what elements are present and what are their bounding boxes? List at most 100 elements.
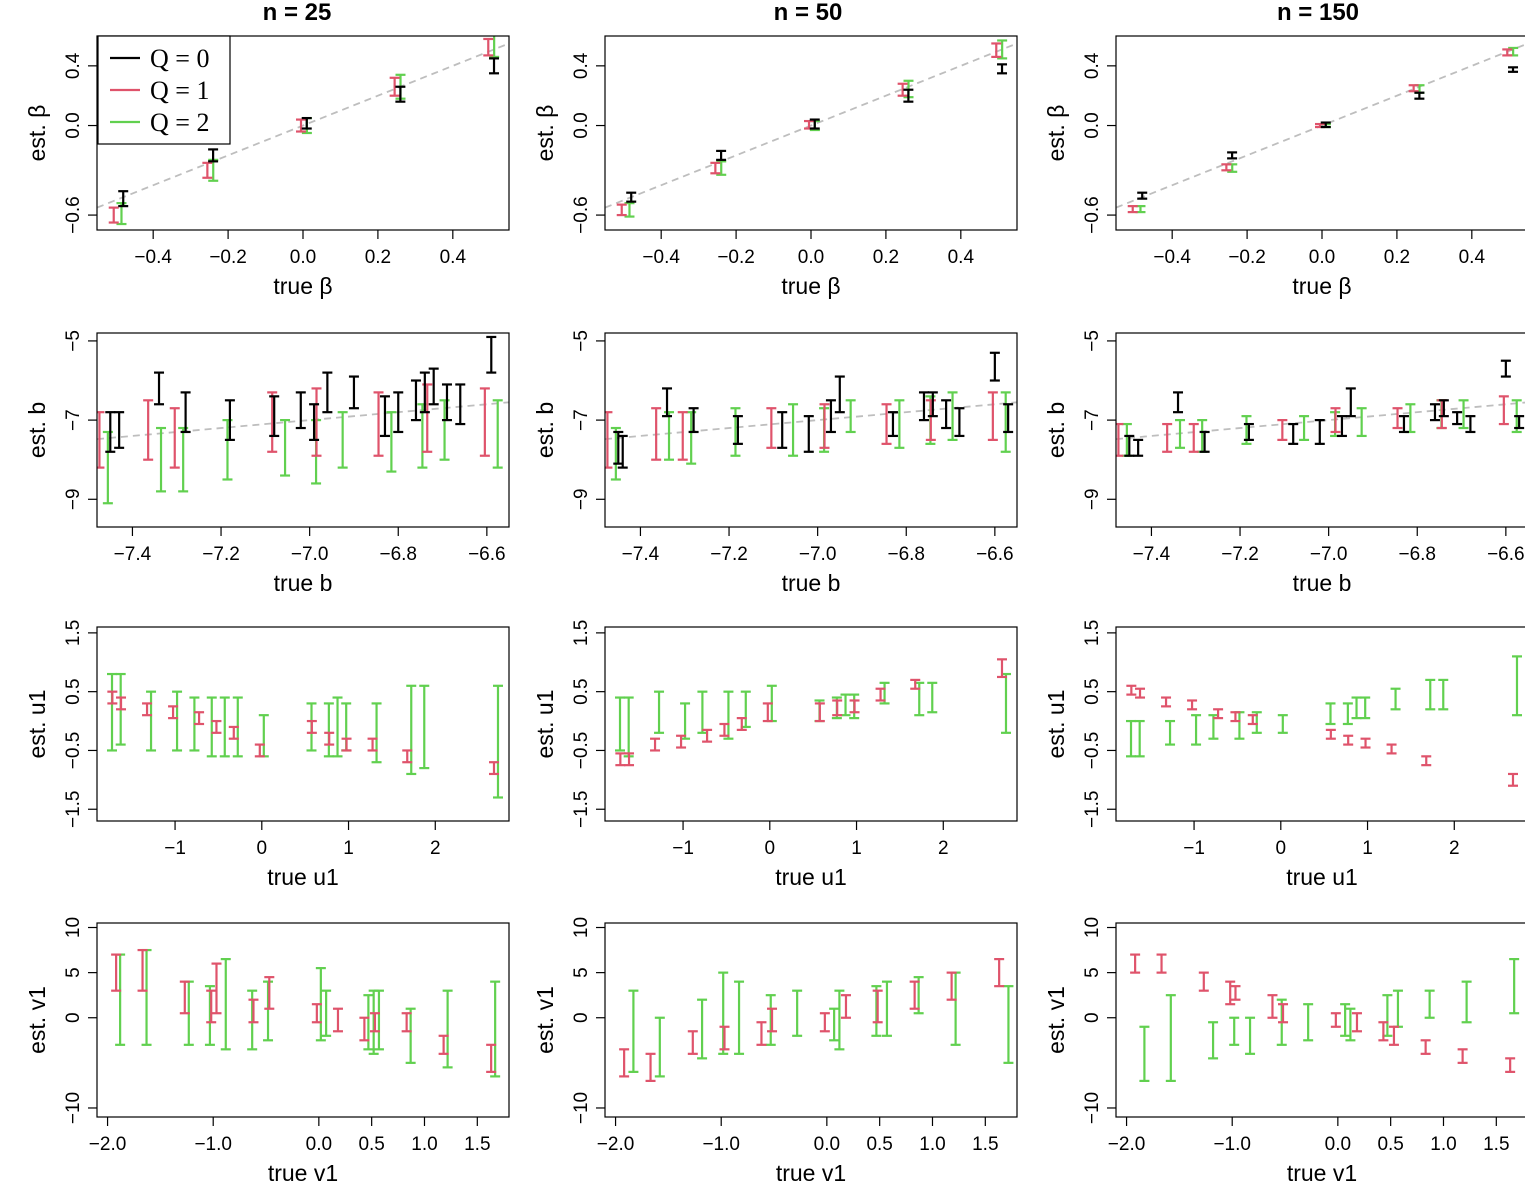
panel-r3c0-xtick-label-3: 0.5 (358, 1134, 384, 1155)
panel-r1c1-errorbar-q0-4 (732, 415, 743, 445)
panel-r2c1-xtick-label-1: 0 (765, 838, 776, 859)
panel-r3c0-errorbar-q1-6 (264, 976, 275, 1010)
panel-r1c0-errorbar-q2-8 (417, 403, 428, 469)
panel-r3c1-ytick-label-1: 0 (571, 1012, 592, 1023)
panel-r1c2-errorbar-q0-4 (1243, 422, 1254, 441)
panel-r1c0-errorbar-q0-11 (393, 391, 404, 434)
panel-r1c2-xtick-label-0: −7.4 (1133, 544, 1171, 565)
panel-r1c2-frame (1115, 332, 1525, 528)
panel-r2c0-ylabel: est. u1 (24, 689, 50, 758)
panel-r0c1-errorbar-q0-2 (809, 118, 820, 130)
panel-r2c2-errorbar-q2-2 (1165, 719, 1176, 746)
panel-r3c0-errorbar-q2-6 (263, 980, 274, 1042)
panel-r1c1-ylabel: est. b (532, 402, 558, 458)
panel-r3c0-frame (96, 922, 510, 1118)
panel-r1c0-errorbar-q0-16 (455, 383, 466, 426)
panel-r3c2-errorbar-q1-7 (1330, 1012, 1341, 1028)
panel-r2c0-errorbar-q1-7 (254, 743, 265, 758)
panel-r1c2-errorbar-q0-11 (1438, 399, 1449, 418)
panel-r2c2-ytick-label-0: −1.5 (1082, 790, 1103, 828)
panel-r1c1-errorbar-q0-6 (803, 415, 814, 453)
panel-r2c2-errorbar-q2-14 (1438, 678, 1449, 711)
panel-r0c2-errorbar-q0-3 (1414, 91, 1425, 100)
panel-r3c0-errorbar-q2-10 (368, 989, 379, 1055)
panel-r0c2-errorbar-q0-0 (1137, 191, 1148, 200)
panel-r3c0-errorbar-q1-0 (111, 953, 122, 992)
panel-r0c0-errorbar-q0-0 (118, 190, 129, 208)
panel-r0c2-ylabel: est. β (1043, 105, 1069, 162)
panel-r1c0-errorbar-q1-3 (267, 391, 278, 453)
panel-r0c0-errorbar-q2-4 (489, 36, 500, 58)
panel-r3c0-errorbar-q1-8 (332, 1007, 343, 1033)
panel-r2c2: −1 0 1 2 −1.5 −0.5 0.5 1.5 true u1 est. u1 (1043, 620, 1525, 890)
panel-r1c1-errorbar-q0-15 (1003, 403, 1014, 434)
panel-r1c0-errorbar-q2-7 (386, 411, 397, 473)
panel-r1c1-errorbar-q1-3 (766, 407, 777, 449)
panel-r2c0-errorbar-q2-10 (323, 702, 334, 758)
panel-r3c0: −2.0 −1.0 0.0 0.5 1.0 1.5 −10 0 5 10 true v1 est. v… (24, 917, 510, 1186)
panel-r0c1-errorbar-q1-4 (991, 42, 1002, 58)
panel-r1c2-xtick-label-2: −7.0 (1310, 544, 1348, 565)
panel-r3c0-errorbar-q2-12 (405, 1007, 416, 1064)
panel-r2c0-xlabel: true u1 (267, 864, 339, 890)
panel-r2c1-errorbar-q1-9 (832, 699, 843, 717)
panel-r2c0-errorbar-q2-2 (146, 690, 157, 752)
panel-r0c2-errorbar-q1-3 (1408, 84, 1419, 93)
panel-r2c0-errorbar-q2-14 (406, 684, 417, 776)
panel-r3c2-errorbar-q2-3 (1229, 1016, 1240, 1046)
panel-r1c2-errorbar-q1-7 (1498, 395, 1509, 426)
panel-r1c1-errorbar-q0-11 (927, 391, 938, 418)
panel-r2c1-errorbar-q1-11 (875, 687, 886, 702)
panel-r2c0-errorbar-q1-11 (367, 737, 378, 752)
panel-r2c0-errorbar-q1-2 (142, 702, 153, 717)
panel-r2c1-xtick-label-2: 1 (851, 838, 862, 859)
panel-r2c2-ytick-label-3: 1.5 (1082, 620, 1103, 646)
panel-r1c1-xlabel: true b (782, 570, 841, 596)
panel-r1c0-errorbar-q1-1 (143, 399, 154, 461)
panel-r2c1-ylabel: est. u1 (532, 689, 558, 758)
panel-r0c2-errorbar-q0-2 (1320, 121, 1331, 129)
panel-r2c2-errorbar-q1-3 (1187, 699, 1198, 711)
panel-r1c0-errorbar-q2-6 (337, 411, 348, 469)
panel-r2c1: −1 0 1 2 −1.5 −0.5 0.5 1.5 true u1 est. u1 (532, 620, 1018, 890)
panel-r3c0-errorbar-q1-10 (369, 1012, 380, 1033)
panel-r2c2-errorbar-q1-0 (1126, 684, 1137, 696)
panel-r0c2: −0.4 −0.2 0.0 0.2 0.4 −0.6 0.0 0.4 true β est. β (1043, 35, 1525, 299)
panel-r3c0-errorbar-q1-12 (438, 1034, 449, 1055)
panel-r3c2-errorbar-q1-1 (1156, 953, 1167, 974)
panel-r0c2-xtick-label-2: 0.0 (1309, 247, 1335, 268)
panel-r1c1-errorbar-q2-0 (610, 426, 621, 481)
panel-r2c1-xtick-label-0: −1 (672, 838, 694, 859)
panel-r2c1-errorbar-q2-14 (927, 681, 938, 714)
panel-r1c0-xlabel: true b (274, 570, 333, 596)
panel-r2c1-ytick-label-1: −0.5 (571, 732, 592, 770)
panel-r3c0-errorbar-q1-5 (248, 998, 259, 1024)
panel-r3c1-errorbar-q2-3 (718, 971, 729, 1055)
panel-r1c1-errorbar-q1-4 (819, 403, 830, 449)
panel-r1c0-errorbar-q0-3 (180, 391, 191, 434)
panel-r3c2-errorbar-q2-0 (1139, 1025, 1150, 1083)
panel-r0c0-ytick-label-1: 0.0 (63, 112, 84, 138)
panel-r2c2-errorbar-q1-4 (1213, 708, 1224, 720)
panel-r1c1-errorbar-q0-5 (777, 411, 788, 449)
panel-r2c1-errorbar-q2-5 (723, 690, 734, 740)
legend-label-q0: Q = 0 (150, 44, 209, 73)
panel-r2c2-errorbar-q2-15 (1511, 655, 1522, 717)
panel-r3c1: −2.0 −1.0 0.0 0.5 1.0 1.5 −10 0 5 10 true v1 est. v… (532, 917, 1018, 1186)
panel-r3c1-errorbar-q2-1 (654, 1016, 665, 1078)
panel-r3c1-ytick-label-0: −10 (571, 1092, 592, 1124)
panel-r2c1-errorbar-q2-0 (615, 696, 626, 752)
panel-r1c2-errorbar-q0-12 (1452, 411, 1463, 426)
panel-r3c0-ytick-label-1: 0 (63, 1012, 84, 1023)
panel-r1c2-errorbar-q0-14 (1500, 359, 1511, 378)
panel-r2c1-errorbar-q1-7 (762, 702, 773, 723)
panel-r1c1-errorbar-q2-10 (1000, 391, 1011, 453)
panel-r3c2-errorbar-q1-9 (1378, 1021, 1389, 1042)
panel-r3c0-errorbar-q2-14 (490, 980, 501, 1078)
panel-r1c0-errorbar-q2-10 (492, 399, 503, 469)
panel-r2c0-errorbar-q1-10 (341, 737, 352, 752)
panel-r1c1-errorbar-q1-7 (987, 391, 998, 441)
panel-r3c0-errorbar-q1-2 (179, 980, 190, 1015)
panel-r3c2-xlabel: true v1 (1287, 1160, 1357, 1186)
panel-r3c0-errorbar-q2-4 (220, 957, 231, 1051)
